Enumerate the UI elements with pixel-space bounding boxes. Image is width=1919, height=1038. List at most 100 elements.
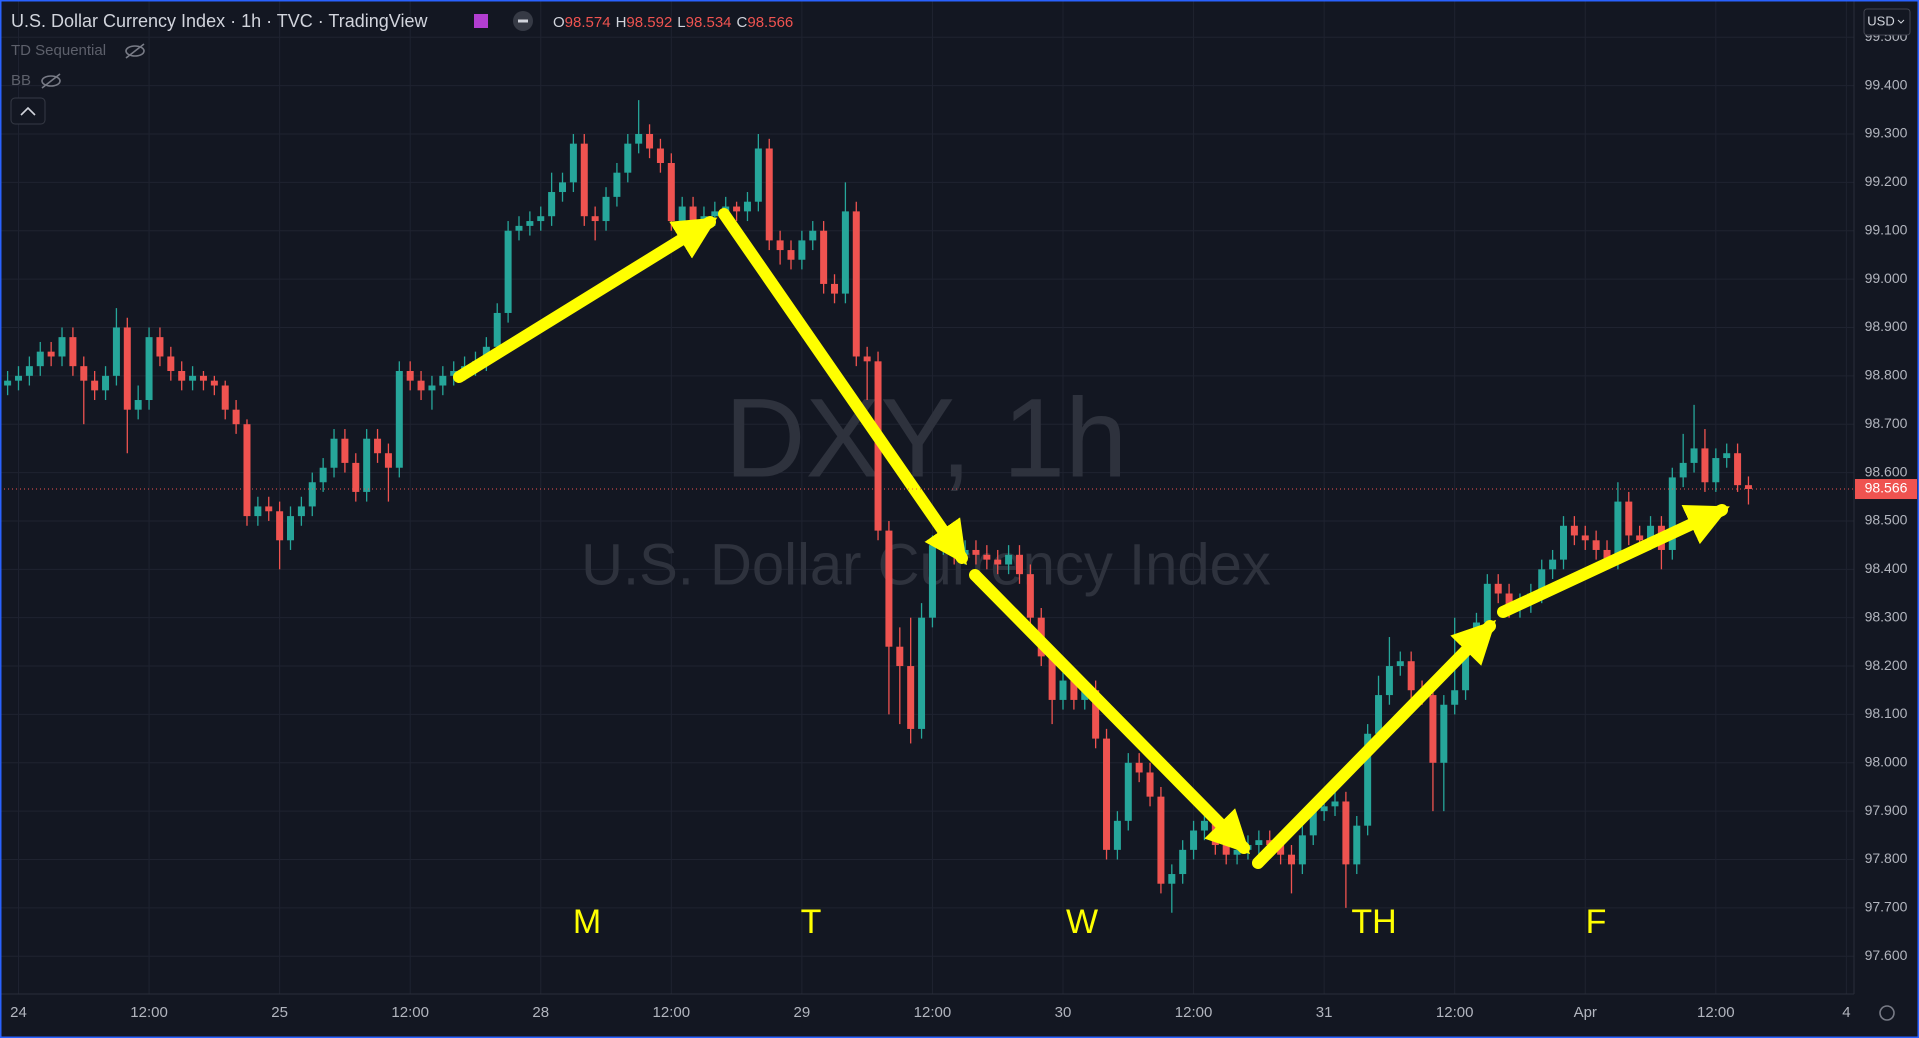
candle-body [428,385,436,391]
x-tick-label: 12:00 [1436,1004,1474,1021]
candle-body [635,133,643,144]
candle-body [1483,583,1491,623]
currency-caret [1897,19,1905,24]
flag-icon[interactable] [474,14,488,28]
ohlc-label: O [553,14,565,31]
x-tick-label: 25 [271,1004,288,1021]
candle-body [1168,874,1176,884]
candle-body [374,438,382,454]
candle-body [678,206,686,222]
candle-body [831,283,839,294]
day-annotation: W [1066,903,1098,941]
trend-arrows [453,208,1730,869]
day-annotation: TH [1351,903,1396,941]
candle-body [787,250,795,260]
candle-body [689,206,697,226]
candle-body [112,327,120,376]
candle-body [1549,559,1557,570]
last-price-tag [1855,479,1917,500]
candle-body [308,482,316,507]
arrow [718,208,968,566]
arrow [969,569,1251,855]
candle-body [363,438,371,492]
candle-body [809,230,817,241]
candle-body [1690,448,1698,463]
candle-body [1451,690,1459,705]
candle-body [1179,849,1187,875]
x-tick-label: 28 [532,1004,549,1021]
candle-body [102,375,110,391]
x-tick-label: 12:00 [391,1004,429,1021]
y-tick-label: 98.200 [1865,657,1908,673]
candle-body [265,506,273,512]
hidden-icon[interactable] [125,45,145,57]
hidden-icon[interactable] [41,75,61,87]
candle-body [765,148,773,241]
candle-body [145,337,153,401]
candle-body [1636,535,1644,541]
candle-body [243,424,251,517]
candle-body [569,143,577,183]
indicator-label[interactable]: TD Sequential [11,42,106,59]
symbol-title: U.S. Dollar Currency Index · 1h · TVC · … [11,11,428,31]
candle-body [1255,840,1263,846]
candle-body [1222,845,1230,855]
y-tick-label: 99.000 [1865,270,1908,286]
candle-body [743,201,751,212]
ohlc-value: 98.574 [565,14,611,31]
candle-body [733,206,741,212]
candle-body [515,225,523,231]
candle-body [134,400,142,410]
candle-body [297,506,305,517]
ohlc-label: C [737,14,748,31]
candle-body [841,211,849,294]
candle-body [341,438,349,463]
price-axis [1854,0,1919,1038]
candle-body [798,240,806,260]
candle-body [711,211,719,217]
candle-body [254,506,262,517]
indicator-label[interactable]: BB [11,72,31,89]
candle-body [156,337,164,357]
y-tick-label: 98.400 [1865,560,1908,576]
x-tick-label: 29 [794,1004,811,1021]
collapse-icon [20,106,36,116]
candle-body [548,192,556,217]
candle-body [91,380,99,391]
candle-body [1070,680,1078,700]
x-tick-label: 12:00 [1697,1004,1735,1021]
y-tick-label: 98.100 [1865,705,1908,721]
x-tick-label: 12:00 [914,1004,952,1021]
settings-icon[interactable] [1879,1005,1895,1021]
candle-body [1429,695,1437,763]
candle-body [1364,733,1372,826]
candle-body [1723,453,1731,459]
arrow [1252,619,1497,869]
candle-body [1015,554,1023,575]
x-tick-label: 31 [1316,1004,1333,1021]
candle-body [1559,525,1567,560]
candle-body [896,646,904,667]
candle-body [1092,690,1100,739]
y-tick-label: 98.500 [1865,512,1908,528]
ohlc-value: 98.534 [686,14,732,31]
candle-body [591,216,599,222]
candle-body [58,337,66,357]
currency-button[interactable] [1863,8,1911,36]
candle-body [69,337,77,367]
candle-body [1200,820,1208,831]
ohlc-label: L [677,14,685,31]
candle-body [776,240,784,251]
x-tick-label: 24 [10,1004,27,1021]
day-annotation: T [801,903,822,941]
candle-body [852,211,860,357]
candle-body [1342,801,1350,865]
candle-body [1462,646,1470,691]
candle-body [493,312,501,347]
ohlc-value: 98.566 [747,14,793,31]
candle-body [602,196,610,222]
y-tick-label: 97.900 [1865,802,1908,818]
candle-body [1146,772,1154,797]
collapse-button[interactable] [10,97,46,125]
